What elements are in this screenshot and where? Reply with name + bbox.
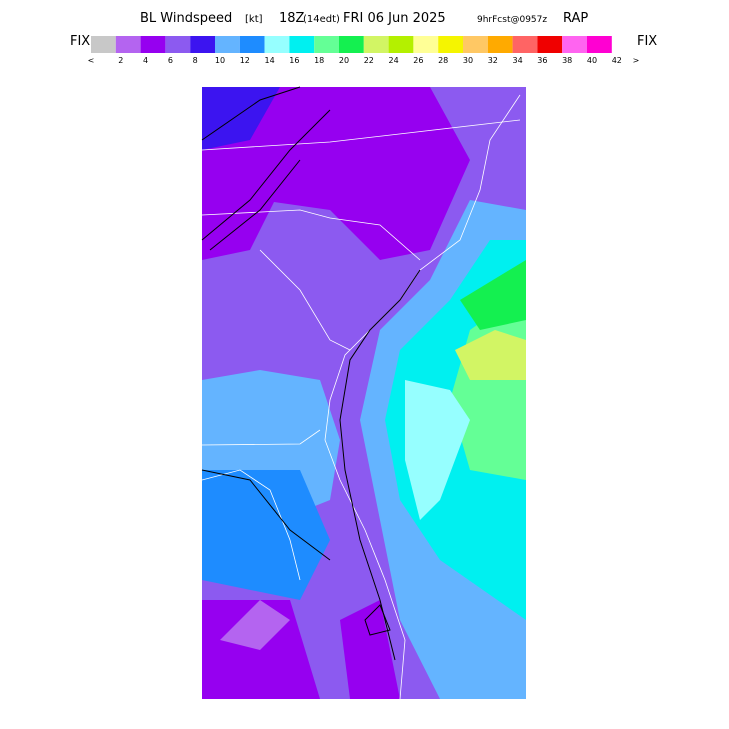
colorbar-label: 20: [339, 56, 349, 65]
color-swatch: [587, 36, 612, 53]
color-swatch: [314, 36, 339, 53]
colorbar-label: 18: [314, 56, 324, 65]
colorbar-label: 10: [215, 56, 225, 65]
color-swatch: [239, 36, 265, 53]
color-swatch: [562, 36, 587, 53]
colorbar-label: 6: [168, 56, 173, 65]
colorbar-label: 22: [364, 56, 374, 65]
color-swatch: [463, 36, 488, 53]
colorbar: <2 4 6 8 10 12 14 16 18 20 22 24 26 28 30 32 34 36 38 40 42 >: [88, 36, 640, 65]
color-swatch: [363, 36, 389, 53]
color-swatch: [512, 36, 538, 53]
colorbar-label: 28: [438, 56, 448, 65]
colorbar-label: 12: [240, 56, 250, 65]
borders: [201, 94, 521, 700]
wind-field: [202, 470, 330, 600]
color-swatch: [165, 36, 191, 53]
fix-label-right: FIX: [637, 34, 657, 49]
wind-field: [340, 600, 400, 699]
color-swatch: [140, 36, 166, 53]
color-swatch: [289, 36, 315, 53]
fix-label-left: FIX: [70, 34, 90, 49]
color-swatch: [115, 36, 141, 53]
colorbar-label: 32: [488, 56, 498, 65]
wind-field: [250, 87, 470, 260]
title-date: FRI 06 Jun 2025: [343, 11, 446, 26]
color-swatch: [388, 36, 414, 53]
colorbar-label: 40: [587, 56, 597, 65]
wind-field: [202, 87, 280, 150]
colorbar-label: 24: [389, 56, 399, 65]
title-time: 18Z: [279, 11, 305, 26]
title-units: [kt]: [245, 14, 263, 25]
title-local-time: (14edt): [303, 14, 340, 25]
title-forecast: 9hrFcst@0957z: [477, 15, 547, 25]
colorbar-label: >: [633, 56, 640, 65]
colorbar-label: 30: [463, 56, 473, 65]
colorbar-label: 4: [143, 56, 148, 65]
color-swatch: [215, 36, 240, 53]
color-swatch: [91, 36, 116, 53]
colorbar-label: 36: [537, 56, 547, 65]
colorbar-label: 26: [413, 56, 423, 65]
colorbar-label: 8: [193, 56, 198, 65]
color-swatch: [413, 36, 439, 53]
colorbar-label: 38: [562, 56, 572, 65]
colorbar-label: <: [88, 56, 95, 65]
title-model: RAP: [563, 11, 588, 26]
title-main: BL Windspeed: [140, 11, 232, 26]
color-swatch: [190, 36, 215, 53]
color-swatch: [537, 36, 563, 53]
color-swatch: [339, 36, 364, 53]
wind-field: [460, 260, 526, 330]
wind-field: [220, 600, 290, 650]
colorbar-label: 16: [289, 56, 299, 65]
colorbar-label: 14: [265, 56, 275, 65]
color-swatch: [264, 36, 290, 53]
wind-field: [202, 600, 320, 699]
title: BL Windspeed [kt] 18Z (14edt) FRI 06 Jun…: [140, 11, 588, 26]
wind-field: [405, 380, 470, 520]
color-swatch: [487, 36, 513, 53]
map: [201, 86, 526, 700]
colorbar-label: 34: [513, 56, 523, 65]
colorbar-label: 2: [118, 56, 123, 65]
wind-field: [455, 330, 526, 380]
contours: [201, 86, 421, 661]
colorbar-label: 42: [612, 56, 622, 65]
color-swatch: [438, 36, 463, 53]
